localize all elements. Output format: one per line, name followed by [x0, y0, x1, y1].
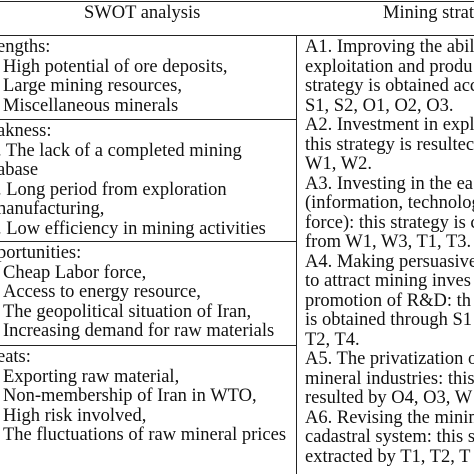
strategy-line: is obtained through S1: [305, 310, 473, 330]
opportunities-line: The geopolitical situation of Iran,: [3, 301, 252, 322]
opportunities-line: Cheap Labor force,: [3, 262, 147, 283]
strengths-line: High potential of ore deposits,: [3, 56, 228, 77]
strengths-line: Large mining resources,: [3, 76, 182, 96]
strategy-line: force): this strategy is c: [305, 212, 474, 233]
strategy-line: strategy is obtained acc: [305, 76, 474, 96]
strategy-line: resulted by O4, O3, W: [305, 388, 473, 408]
threats-line: The fluctuations of raw mineral prices: [3, 425, 287, 445]
table-top-rule: [0, 1, 474, 2]
section-rule: [0, 119, 296, 120]
strategy-line: to attract mining inves: [305, 271, 471, 291]
opportunities-line: Access to energy resource,: [3, 282, 201, 302]
section-rule: [0, 241, 296, 242]
threats-line: Exporting raw material,: [3, 366, 180, 387]
strategy-line: W1, W2.: [305, 154, 372, 174]
threats-cell: eats: Exporting raw material, Non-member…: [0, 347, 287, 446]
threats-line: High risk involved,: [3, 405, 147, 426]
strategy-line: A3. Investing in the ea: [305, 173, 473, 194]
strategy-line: exploitation and produ: [305, 56, 473, 77]
strategy-line: (information, technolog: [305, 193, 474, 213]
weakness-line: . Low efficiency in mining activities: [0, 218, 266, 239]
section-rule: [0, 345, 296, 346]
opportunities-cell: portunities: Cheap Labor force, Access t…: [0, 243, 275, 342]
strategy-line: this strategy is resultec: [305, 134, 474, 155]
opportunities-line: Increasing demand for raw materials: [3, 321, 275, 341]
weakness-line: . Long period from exploration: [0, 179, 227, 200]
strategy-line: A4. Making persuasive: [305, 251, 474, 272]
threats-heading: eats:: [0, 347, 31, 367]
strategy-line: A5. The privatization o: [305, 349, 474, 369]
header-rule: [0, 35, 474, 36]
strategy-line: promotion of R&D: th: [305, 290, 471, 311]
strengths-line: Miscellaneous minerals: [3, 95, 179, 116]
swot-header: SWOT analysis: [84, 3, 201, 23]
weakness-line: . The lack of a completed mining: [0, 140, 242, 161]
mining-strategies-header: Mining strate: [383, 3, 474, 23]
weakness-line: abase: [0, 160, 39, 180]
strategy-line: cadastral system: this s: [305, 427, 474, 447]
strategy-line: mineral industries: this: [305, 368, 474, 389]
strategy-line: A1. Improving the abili: [305, 37, 474, 57]
strategy-line: A2. Investment in explo: [305, 115, 474, 135]
threats-line: Non-membership of Iran in WTO,: [3, 386, 257, 406]
strategy-line: S1, S2, O1, O2, O3.: [305, 95, 454, 116]
strategies-cell: A1. Improving the abili exploitation and…: [305, 37, 474, 467]
weakness-line: nanufacturing,: [0, 199, 105, 219]
weakness-heading: akness:: [0, 121, 52, 141]
strengths-heading: engths:: [0, 37, 51, 57]
opportunities-heading: portunities:: [0, 243, 82, 263]
strengths-cell: engths: High potential of ore deposits, …: [0, 37, 228, 116]
strategy-line: from W1, W3, T1, T3.: [305, 232, 472, 252]
column-divider: [296, 36, 297, 474]
strategy-line: extracted by T1, T2, T: [305, 446, 471, 467]
weakness-cell: akness: . The lack of a completed mining…: [0, 121, 266, 239]
strategy-line: T2, T4.: [305, 329, 360, 350]
strategy-line: A6. Revising the minin: [305, 407, 474, 428]
